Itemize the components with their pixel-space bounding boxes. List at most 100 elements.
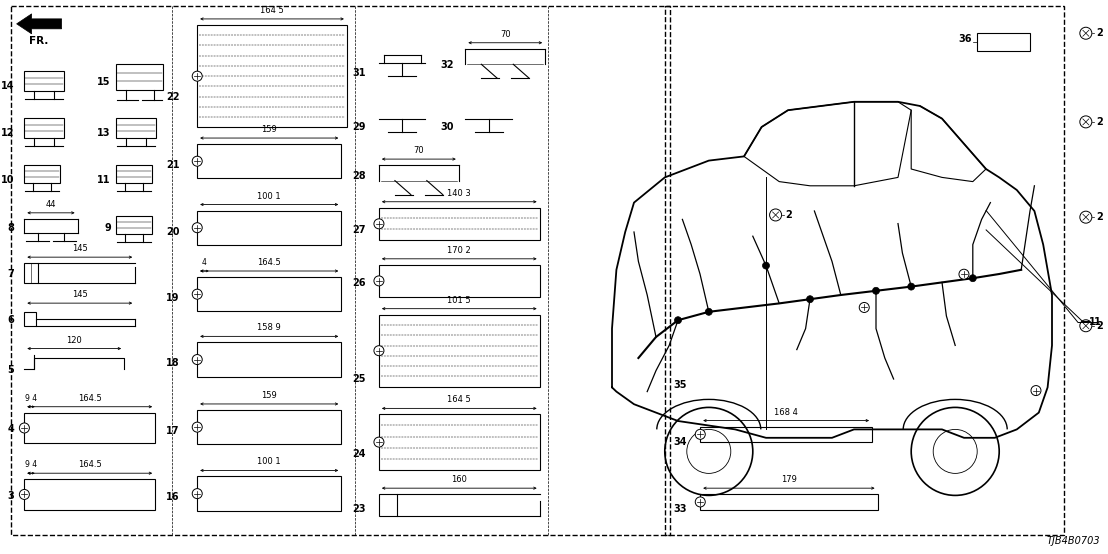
Text: 21: 21 <box>166 160 179 170</box>
Circle shape <box>192 355 203 365</box>
Text: 164 5: 164 5 <box>260 6 284 15</box>
Text: 24: 24 <box>352 449 366 459</box>
Text: 70: 70 <box>500 30 511 39</box>
Text: 30: 30 <box>441 122 454 132</box>
Text: 100 1: 100 1 <box>257 458 281 466</box>
Circle shape <box>1080 211 1091 223</box>
Text: 35: 35 <box>674 380 687 390</box>
Text: 100 1: 100 1 <box>257 192 281 201</box>
Text: 159: 159 <box>261 125 277 134</box>
Circle shape <box>19 423 30 433</box>
Bar <box>197 476 341 511</box>
Bar <box>24 71 64 91</box>
Circle shape <box>1080 27 1091 39</box>
Bar <box>379 494 397 516</box>
Circle shape <box>192 489 203 499</box>
Text: 160: 160 <box>451 475 468 484</box>
Text: 101 5: 101 5 <box>448 296 471 305</box>
Text: 29: 29 <box>352 122 366 132</box>
Text: 5: 5 <box>8 365 14 375</box>
Bar <box>24 118 64 138</box>
Text: 7: 7 <box>8 269 14 279</box>
Circle shape <box>762 262 769 269</box>
Text: 31: 31 <box>352 68 366 78</box>
Polygon shape <box>17 14 62 34</box>
Bar <box>197 277 341 311</box>
Text: 9 4: 9 4 <box>25 394 37 403</box>
Text: 4: 4 <box>8 424 14 434</box>
Circle shape <box>872 288 880 294</box>
Text: 145: 145 <box>72 244 88 253</box>
Circle shape <box>19 489 30 500</box>
Circle shape <box>373 219 384 229</box>
Text: 26: 26 <box>352 278 366 288</box>
Bar <box>116 118 156 138</box>
Text: 9: 9 <box>104 223 111 233</box>
Text: 33: 33 <box>674 504 687 514</box>
Text: 14: 14 <box>1 81 14 91</box>
Text: 140 3: 140 3 <box>448 189 471 198</box>
Text: 20: 20 <box>166 227 179 237</box>
Circle shape <box>958 269 970 279</box>
Text: FR.: FR. <box>29 36 49 46</box>
Circle shape <box>192 71 203 81</box>
Circle shape <box>192 289 203 299</box>
Text: 8: 8 <box>8 223 14 233</box>
Text: 15: 15 <box>98 77 111 87</box>
Circle shape <box>675 317 681 324</box>
Bar <box>197 25 347 127</box>
Bar <box>116 64 163 90</box>
Circle shape <box>373 276 384 286</box>
Bar <box>197 410 341 444</box>
Text: 145: 145 <box>72 290 88 299</box>
Text: 70: 70 <box>413 146 424 155</box>
Text: 36: 36 <box>958 34 972 44</box>
Text: 2: 2 <box>1096 117 1102 127</box>
Text: 164.5: 164.5 <box>78 394 102 403</box>
Text: 44: 44 <box>45 200 57 209</box>
Text: 2: 2 <box>786 210 792 220</box>
Circle shape <box>1080 320 1091 332</box>
Text: 18: 18 <box>166 358 179 368</box>
Text: 159: 159 <box>261 391 277 400</box>
Circle shape <box>192 156 203 166</box>
Text: 164.5: 164.5 <box>257 258 281 267</box>
Circle shape <box>807 296 813 302</box>
Bar <box>116 165 152 183</box>
Bar <box>24 413 155 443</box>
Text: 2: 2 <box>1096 28 1102 38</box>
Text: 3: 3 <box>8 491 14 501</box>
Text: 1: 1 <box>1089 317 1096 327</box>
Text: 28: 28 <box>352 171 366 181</box>
Circle shape <box>695 497 706 507</box>
Text: 27: 27 <box>352 225 366 235</box>
Circle shape <box>859 302 870 312</box>
Text: 34: 34 <box>674 437 687 447</box>
Text: 11: 11 <box>98 175 111 185</box>
Bar <box>379 265 540 297</box>
Circle shape <box>192 422 203 432</box>
Text: 32: 32 <box>441 60 454 70</box>
Text: 158 9: 158 9 <box>257 324 281 332</box>
Circle shape <box>770 209 781 221</box>
Bar <box>665 6 1064 535</box>
Text: 16: 16 <box>166 493 179 502</box>
Bar <box>24 165 60 183</box>
Bar <box>11 6 670 535</box>
Text: 6: 6 <box>8 315 14 325</box>
Text: 2: 2 <box>1096 321 1102 331</box>
Text: 2: 2 <box>1096 212 1102 222</box>
Circle shape <box>373 346 384 356</box>
Text: 22: 22 <box>166 92 179 102</box>
Circle shape <box>907 283 915 290</box>
Circle shape <box>970 275 976 281</box>
Bar <box>116 216 152 234</box>
Bar <box>700 427 872 442</box>
Text: 10: 10 <box>1 175 14 185</box>
Bar <box>24 263 38 283</box>
Text: TJB4B0703: TJB4B0703 <box>1046 536 1100 546</box>
Bar <box>197 144 341 178</box>
Bar <box>977 33 1030 51</box>
Circle shape <box>695 429 706 439</box>
Text: 170 2: 170 2 <box>448 246 471 255</box>
